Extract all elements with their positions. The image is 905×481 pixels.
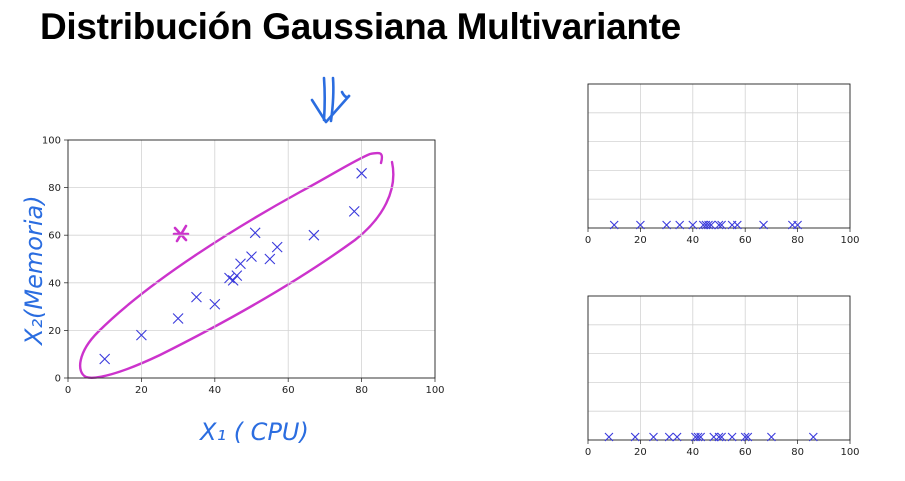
chart-2: 0 20 40 60 80 100: [585, 83, 860, 246]
data-point-marker: [693, 432, 703, 442]
data-point-marker: [714, 220, 724, 230]
data-point-marker: [231, 270, 243, 282]
data-point-marker: [662, 220, 671, 230]
data-point-marker: [714, 432, 724, 442]
x-tick-label: 40: [686, 447, 699, 458]
data-point-marker: [767, 432, 776, 442]
data-point-marker: [249, 227, 261, 239]
slide-title: Distribución Gaussiana Multivariante: [40, 6, 681, 47]
x-tick-label: 60: [739, 447, 752, 458]
data-point-marker: [209, 298, 221, 310]
x-tick-label: 20: [634, 235, 647, 246]
x-tick-label: 0: [585, 447, 591, 458]
data-point-marker: [636, 220, 645, 230]
handwritten-ylabel: X₂(Memoria): [20, 195, 48, 347]
x-tick-label: 80: [791, 235, 804, 246]
x-tick-label: 0: [65, 385, 71, 396]
x-tick-label: 60: [282, 385, 295, 396]
data-point-marker: [136, 329, 147, 341]
data-point-marker: [224, 272, 235, 284]
plot-frame: [587, 83, 851, 229]
data-point-marker: [271, 241, 283, 253]
y-tick-label: 0: [55, 374, 61, 385]
data-point-marker: [172, 313, 184, 324]
chart-1: 0 20 40 60 80 100 0 20 40 60 80 100: [42, 136, 445, 397]
handwritten-xlabel: X₁ ( CPU): [198, 418, 309, 446]
data-point-marker: [604, 432, 614, 442]
data-point-marker: [675, 220, 685, 230]
data-point-marker: [717, 432, 727, 442]
data-point-marker: [808, 432, 818, 442]
y-tick-label: 60: [48, 231, 61, 242]
plot-frame: [67, 139, 436, 379]
data-point-marker: [732, 220, 742, 230]
x-tick-label: 40: [686, 235, 699, 246]
data-point-marker: [99, 353, 111, 365]
x-tick-label: 20: [634, 447, 647, 458]
data-point-marker: [672, 432, 682, 442]
y-tick-label: 40: [48, 278, 61, 289]
data-point-marker: [696, 432, 706, 442]
y-tick-label: 80: [48, 183, 61, 194]
data-point-marker: [630, 432, 640, 442]
data-point-marker: [706, 220, 716, 230]
x-tick-label: 40: [208, 385, 221, 396]
data-point-marker: [356, 167, 367, 179]
data-point-marker: [793, 220, 802, 230]
x-tick-label: 60: [739, 235, 752, 246]
data-point-marker: [264, 253, 276, 265]
data-point-marker: [704, 220, 713, 230]
data-point-marker: [609, 220, 619, 230]
data-point-marker: [740, 432, 750, 442]
y-tick-label: 100: [42, 136, 61, 147]
data-point-marker: [191, 291, 202, 303]
hand-drawn-down-arrow-icon: [310, 76, 351, 124]
x-tick-label: 80: [791, 447, 804, 458]
y-tick-label: 20: [48, 326, 61, 337]
data-point-marker: [727, 432, 737, 442]
data-point-marker: [246, 251, 257, 263]
x-tick-label: 100: [425, 385, 444, 396]
charts-container: 0 20 40 60 80 100 0 20 40 60 80 100 0 20 40 60 80 100 0 20 4…: [42, 83, 860, 458]
data-point-marker: [649, 432, 658, 442]
handwritten-annotations: X₂(Memoria) X₁ ( CPU): [20, 76, 395, 446]
hand-drawn-x-mark: [172, 224, 190, 243]
data-point-marker: [227, 275, 239, 286]
data-point-marker: [688, 220, 698, 230]
plot-frame: [587, 295, 851, 441]
x-tick-label: 100: [840, 447, 859, 458]
data-point-marker: [235, 258, 246, 270]
x-tick-label: 100: [840, 235, 859, 246]
data-point-marker: [664, 432, 674, 442]
chart-3: 0 20 40 60 80 100: [585, 295, 860, 458]
x-tick-label: 20: [135, 385, 148, 396]
data-point-marker: [759, 220, 768, 230]
data-point-marker: [348, 206, 360, 217]
data-point-marker: [308, 229, 320, 241]
hand-drawn-ellipse: [78, 151, 395, 379]
data-point-marker: [743, 432, 753, 442]
x-tick-label: 80: [355, 385, 368, 396]
x-tick-label: 0: [585, 235, 591, 246]
data-point-marker: [717, 220, 727, 230]
